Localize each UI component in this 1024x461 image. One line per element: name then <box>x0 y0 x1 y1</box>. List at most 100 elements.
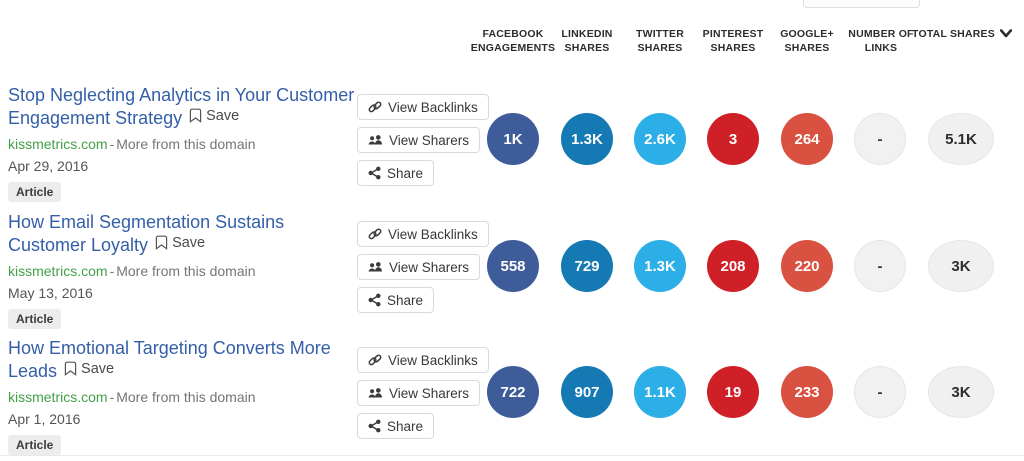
save-label: Save <box>206 107 240 124</box>
column-header-number-of-links[interactable]: NUMBER OF LINKS <box>836 27 926 55</box>
view-sharers-button[interactable]: View Sharers <box>357 254 481 280</box>
content-type-badge: Article <box>8 435 62 455</box>
view-sharers-button[interactable]: View Sharers <box>357 127 481 153</box>
pinterest-shares-bubble: 3 <box>707 113 759 165</box>
publish-date: Apr 1, 2016 <box>8 411 81 427</box>
button-label: View Sharers <box>389 132 470 148</box>
article-info: Stop Neglecting Analytics in Your Custom… <box>8 84 360 202</box>
share-button[interactable]: Share <box>357 413 435 439</box>
separator: - <box>109 389 115 405</box>
more-from-domain-link[interactable]: More from this domain <box>116 136 256 152</box>
row-actions: View Backlinks View Sharers Share <box>357 94 489 186</box>
separator: - <box>109 263 115 279</box>
column-header-label: SHARES <box>710 42 756 54</box>
button-label: Share <box>387 418 424 434</box>
result-row: How Email Segmentation Sustains Customer… <box>0 211 1024 338</box>
article-title-link[interactable]: Stop Neglecting Analytics in Your Custom… <box>8 85 355 128</box>
googleplus-shares-bubble: 264 <box>781 113 833 165</box>
linkedin-shares-bubble: 729 <box>561 240 613 292</box>
total-shares-bubble: 5.1K <box>928 113 994 165</box>
cutoff-top-panel <box>803 0 920 8</box>
save-button[interactable]: Save <box>189 108 239 124</box>
column-header-label: LINKS <box>864 42 898 54</box>
googleplus-shares-bubble: 220 <box>781 240 833 292</box>
result-row: How Emotional Targeting Converts More Le… <box>0 337 1024 461</box>
bookmark-icon <box>64 361 77 376</box>
domain-line: kissmetrics.com - More from this domain <box>8 136 360 153</box>
linkedin-shares-bubble: 1.3K <box>561 113 613 165</box>
column-header-facebook-engagements[interactable]: FACEBOOK ENGAGEMENTS <box>468 27 558 55</box>
article-title-link[interactable]: How Email Segmentation Sustains Customer… <box>8 212 285 255</box>
publish-date: Apr 29, 2016 <box>8 158 89 174</box>
row-actions: View Backlinks View Sharers Share <box>357 221 489 313</box>
title-wrap: Stop Neglecting Analytics in Your Custom… <box>8 84 360 130</box>
total-shares-bubble: 3K <box>928 366 994 418</box>
article-info: How Email Segmentation Sustains Customer… <box>8 211 360 329</box>
column-header-linkedin-shares[interactable]: LINKEDIN SHARES <box>542 27 632 55</box>
column-header-label: TOTAL SHARES <box>912 28 995 40</box>
column-header-label: SHARES <box>784 42 830 54</box>
users-icon <box>368 134 382 145</box>
column-header-pinterest-shares[interactable]: PINTEREST SHARES <box>688 27 778 55</box>
view-sharers-button[interactable]: View Sharers <box>357 380 481 406</box>
button-label: Share <box>387 292 424 308</box>
twitter-shares-bubble: 1.3K <box>634 240 686 292</box>
view-backlinks-button[interactable]: View Backlinks <box>357 347 489 373</box>
domain-line: kissmetrics.com - More from this domain <box>8 263 360 280</box>
total-shares-bubble: 3K <box>928 240 994 292</box>
link-icon <box>368 354 382 366</box>
column-header-label: ENGAGEMENTS <box>470 42 556 54</box>
column-header-label: PINTEREST <box>702 28 764 40</box>
share-alt-icon <box>368 419 381 433</box>
button-label: View Backlinks <box>388 226 478 242</box>
button-label: View Backlinks <box>388 352 478 368</box>
article-info: How Emotional Targeting Converts More Le… <box>8 337 360 455</box>
save-label: Save <box>172 234 206 251</box>
more-from-domain-link[interactable]: More from this domain <box>116 263 256 279</box>
googleplus-shares-bubble: 233 <box>781 366 833 418</box>
facebook-engagements-bubble: 558 <box>487 240 539 292</box>
column-header-label: GOOGLE+ <box>780 28 834 40</box>
button-label: View Sharers <box>389 259 470 275</box>
domain-link[interactable]: kissmetrics.com <box>8 263 108 279</box>
domain-link[interactable]: kissmetrics.com <box>8 389 108 405</box>
domain-line: kissmetrics.com - More from this domain <box>8 389 360 406</box>
column-header-total-shares[interactable]: TOTAL SHARES <box>903 27 1021 41</box>
bookmark-icon <box>155 235 168 250</box>
bookmark-icon <box>189 108 202 123</box>
view-backlinks-button[interactable]: View Backlinks <box>357 221 489 247</box>
row-divider <box>0 455 1024 456</box>
column-header-googleplus-shares[interactable]: GOOGLE+ SHARES <box>762 27 852 55</box>
link-icon <box>368 228 382 240</box>
save-label: Save <box>81 360 115 377</box>
number-of-links-bubble: - <box>854 366 906 418</box>
title-wrap: How Email Segmentation Sustains Customer… <box>8 211 360 257</box>
twitter-shares-bubble: 2.6K <box>634 113 686 165</box>
share-button[interactable]: Share <box>357 287 435 313</box>
button-label: View Sharers <box>389 385 470 401</box>
users-icon <box>368 387 382 398</box>
article-title-link[interactable]: How Emotional Targeting Converts More Le… <box>8 338 331 381</box>
domain-link[interactable]: kissmetrics.com <box>8 136 108 152</box>
pinterest-shares-bubble: 208 <box>707 240 759 292</box>
pinterest-shares-bubble: 19 <box>707 366 759 418</box>
view-backlinks-button[interactable]: View Backlinks <box>357 94 489 120</box>
column-header-label: SHARES <box>637 42 683 54</box>
publish-date: May 13, 2016 <box>8 285 93 301</box>
column-header-twitter-shares[interactable]: TWITTER SHARES <box>615 27 705 55</box>
title-wrap: How Emotional Targeting Converts More Le… <box>8 337 360 383</box>
link-icon <box>368 101 382 113</box>
separator: - <box>109 136 115 152</box>
number-of-links-bubble: - <box>854 113 906 165</box>
share-button[interactable]: Share <box>357 160 435 186</box>
button-label: View Backlinks <box>388 99 478 115</box>
button-label: Share <box>387 165 424 181</box>
share-alt-icon <box>368 293 381 307</box>
save-button[interactable]: Save <box>155 235 205 251</box>
facebook-engagements-bubble: 722 <box>487 366 539 418</box>
row-actions: View Backlinks View Sharers Share <box>357 347 489 439</box>
more-from-domain-link[interactable]: More from this domain <box>116 389 256 405</box>
result-row: Stop Neglecting Analytics in Your Custom… <box>0 84 1024 211</box>
save-button[interactable]: Save <box>64 361 114 377</box>
